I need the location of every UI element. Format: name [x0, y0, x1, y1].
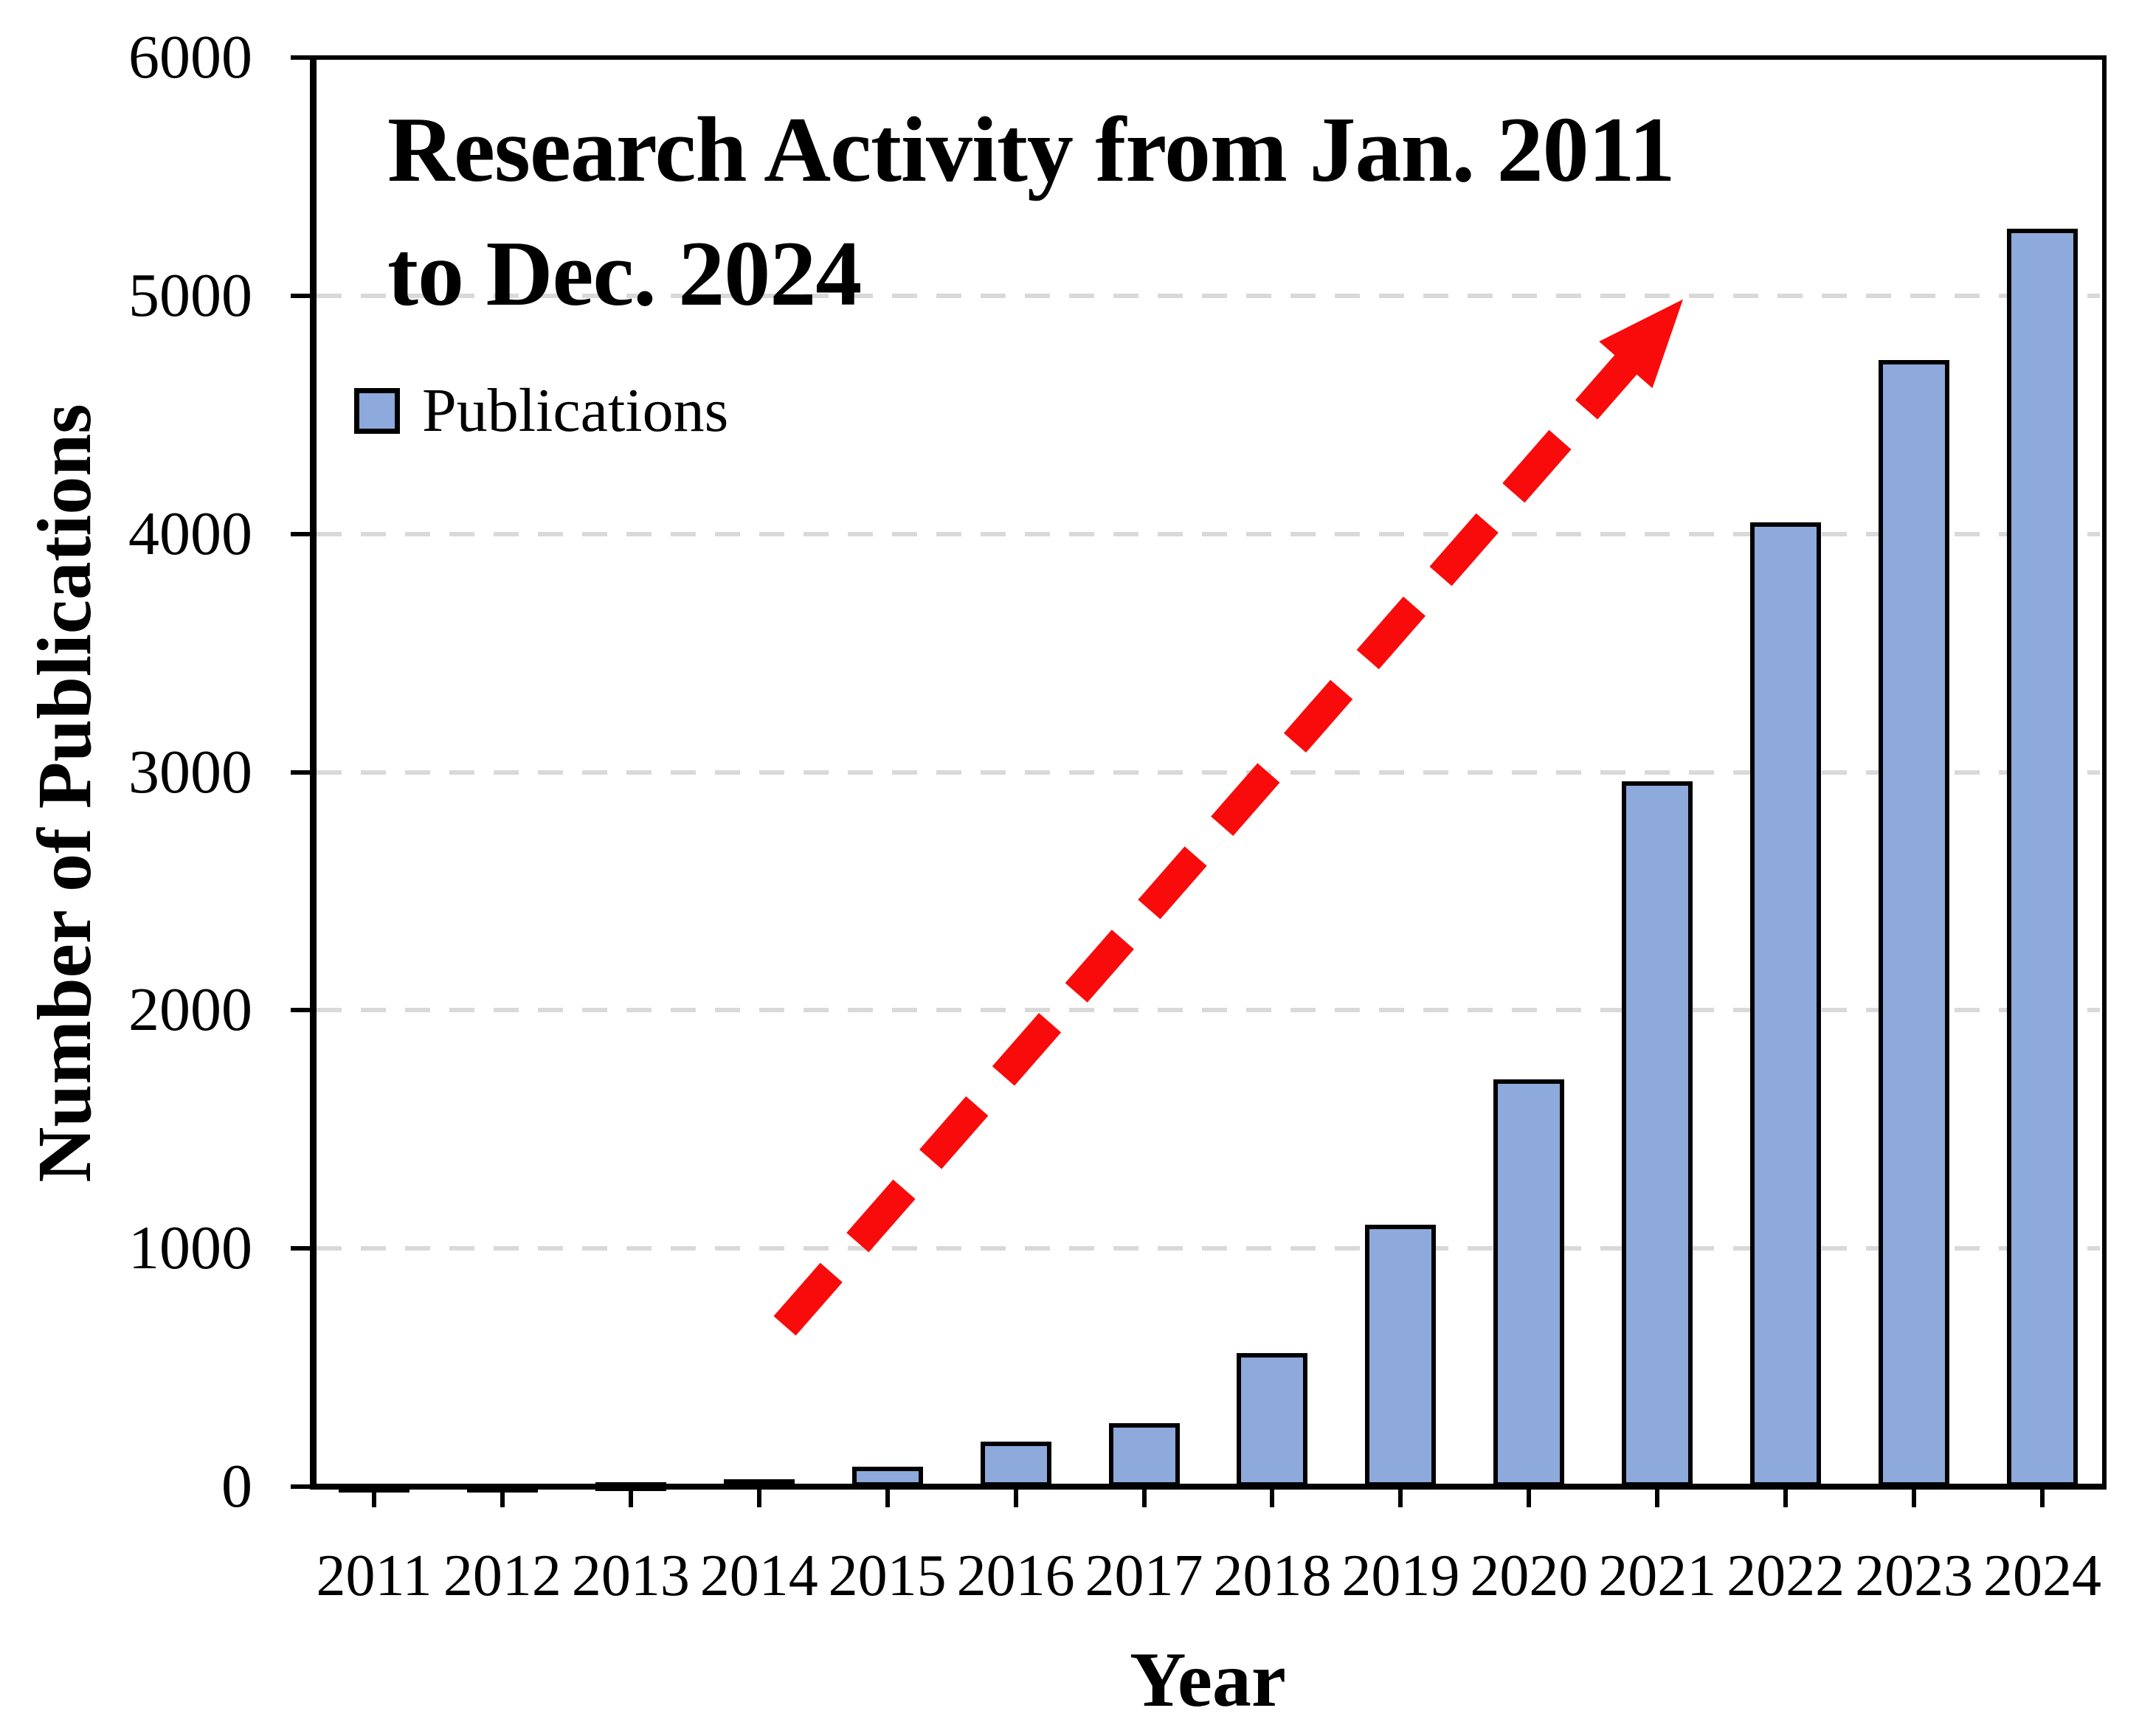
x-tick-2014: [756, 1490, 761, 1507]
y-tick-label-6000: 6000: [128, 23, 252, 91]
x-tick-label-2017: 2017: [1085, 1543, 1203, 1608]
x-tick-label-2018: 2018: [1213, 1543, 1332, 1608]
x-tick-label-2022: 2022: [1727, 1543, 1845, 1608]
x-tick-label-2014: 2014: [699, 1543, 818, 1608]
y-tick-label-5000: 5000: [128, 260, 252, 330]
gridline-5000: [317, 293, 2100, 298]
bar-2024: [2007, 229, 2078, 1487]
x-tick-label-2023: 2023: [1855, 1543, 1974, 1608]
gridline-2000: [317, 1008, 2100, 1013]
bar-2022: [1750, 522, 1822, 1487]
plot-area: [310, 55, 2107, 1490]
bar-2020: [1493, 1079, 1565, 1487]
y-tick-4000: [291, 531, 310, 536]
chart-title-line1: Research Activity from Jan. 2011: [387, 99, 1676, 201]
bar-2016: [980, 1442, 1051, 1487]
x-tick-2020: [1527, 1490, 1532, 1507]
x-tick-2018: [1270, 1490, 1275, 1507]
x-tick-2023: [1912, 1490, 1917, 1507]
gridline-3000: [317, 770, 2100, 775]
y-tick-label-0: 0: [221, 1452, 252, 1521]
x-tick-label-2011: 2011: [316, 1543, 432, 1608]
x-tick-2017: [1141, 1490, 1147, 1507]
y-tick-label-1000: 1000: [128, 1214, 252, 1283]
gridline-4000: [317, 531, 2100, 536]
x-tick-2021: [1655, 1490, 1660, 1507]
x-tick-label-2019: 2019: [1341, 1543, 1460, 1608]
y-tick-1000: [291, 1246, 310, 1251]
bar-2015: [851, 1467, 923, 1487]
x-tick-label-2013: 2013: [571, 1543, 690, 1608]
bar-2023: [1879, 360, 1950, 1487]
x-tick-label-2024: 2024: [1983, 1543, 2102, 1608]
legend: Publications: [354, 375, 728, 446]
x-tick-2011: [371, 1490, 376, 1507]
bar-2019: [1365, 1225, 1437, 1487]
bar-2017: [1108, 1423, 1180, 1487]
x-tick-label-2021: 2021: [1598, 1543, 1717, 1608]
x-tick-label-2020: 2020: [1470, 1543, 1589, 1608]
x-tick-2022: [1783, 1490, 1789, 1507]
y-tick-label-2000: 2000: [128, 975, 252, 1045]
legend-swatch-icon: [354, 387, 400, 434]
x-tick-2019: [1398, 1490, 1403, 1507]
x-axis-title: Year: [1130, 1636, 1286, 1723]
x-tick-label-2012: 2012: [443, 1543, 561, 1608]
x-tick-2012: [500, 1490, 505, 1507]
y-tick-label-3000: 3000: [128, 737, 252, 806]
y-tick-6000: [291, 55, 310, 60]
y-tick-2000: [291, 1008, 310, 1013]
bar-2014: [723, 1479, 795, 1488]
chart-title: Research Activity from Jan. 2011 to Dec.…: [387, 89, 2099, 336]
x-tick-2015: [885, 1490, 890, 1507]
y-tick-3000: [291, 770, 310, 775]
x-tick-label-2016: 2016: [956, 1543, 1075, 1608]
chart-title-line2: to Dec. 2024: [387, 222, 862, 325]
x-tick-2024: [2040, 1490, 2045, 1507]
legend-label: Publications: [422, 376, 729, 445]
gridline-1000: [317, 1246, 2100, 1251]
bar-2013: [595, 1482, 666, 1491]
y-tick-label-4000: 4000: [128, 499, 252, 568]
x-tick-2013: [628, 1490, 633, 1507]
y-tick-5000: [291, 293, 310, 298]
bar-2018: [1237, 1353, 1308, 1487]
x-tick-2016: [1013, 1490, 1018, 1507]
x-tick-label-2015: 2015: [828, 1543, 947, 1608]
bar-2021: [1622, 781, 1693, 1487]
y-tick-0: [291, 1484, 310, 1489]
